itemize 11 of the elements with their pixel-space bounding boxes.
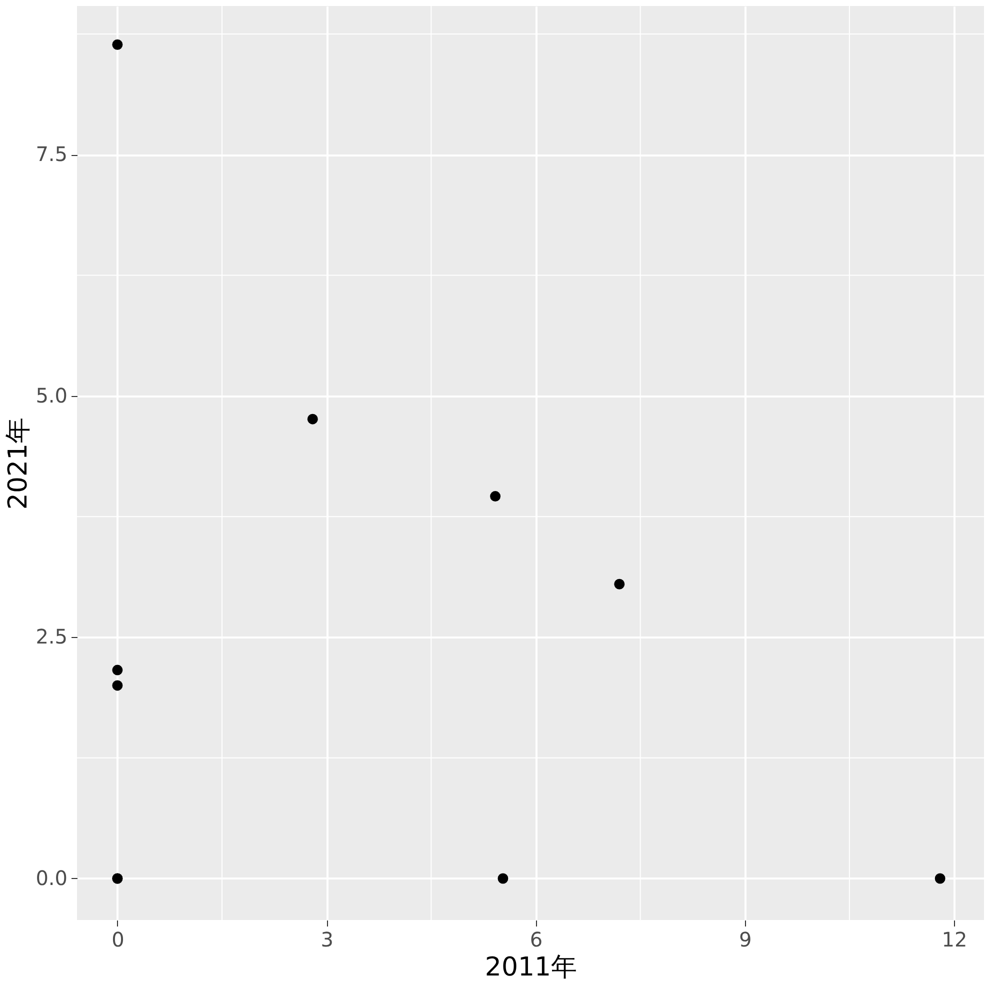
x-tick-label: 12: [942, 928, 968, 952]
x-axis-title: 2011年: [484, 952, 578, 982]
x-tick-label: 0: [112, 928, 124, 952]
x-tick-label: 3: [320, 928, 334, 952]
y-axis-title: 2021年: [4, 417, 34, 510]
y-tick-label: 5.0: [36, 383, 68, 408]
x-tick-label: 6: [530, 928, 543, 952]
y-tick-label: 0.0: [36, 866, 68, 890]
y-tick-label: 2.5: [36, 624, 68, 649]
x-tick-label: 9: [739, 928, 752, 952]
y-tick-label: 7.5: [36, 142, 68, 166]
